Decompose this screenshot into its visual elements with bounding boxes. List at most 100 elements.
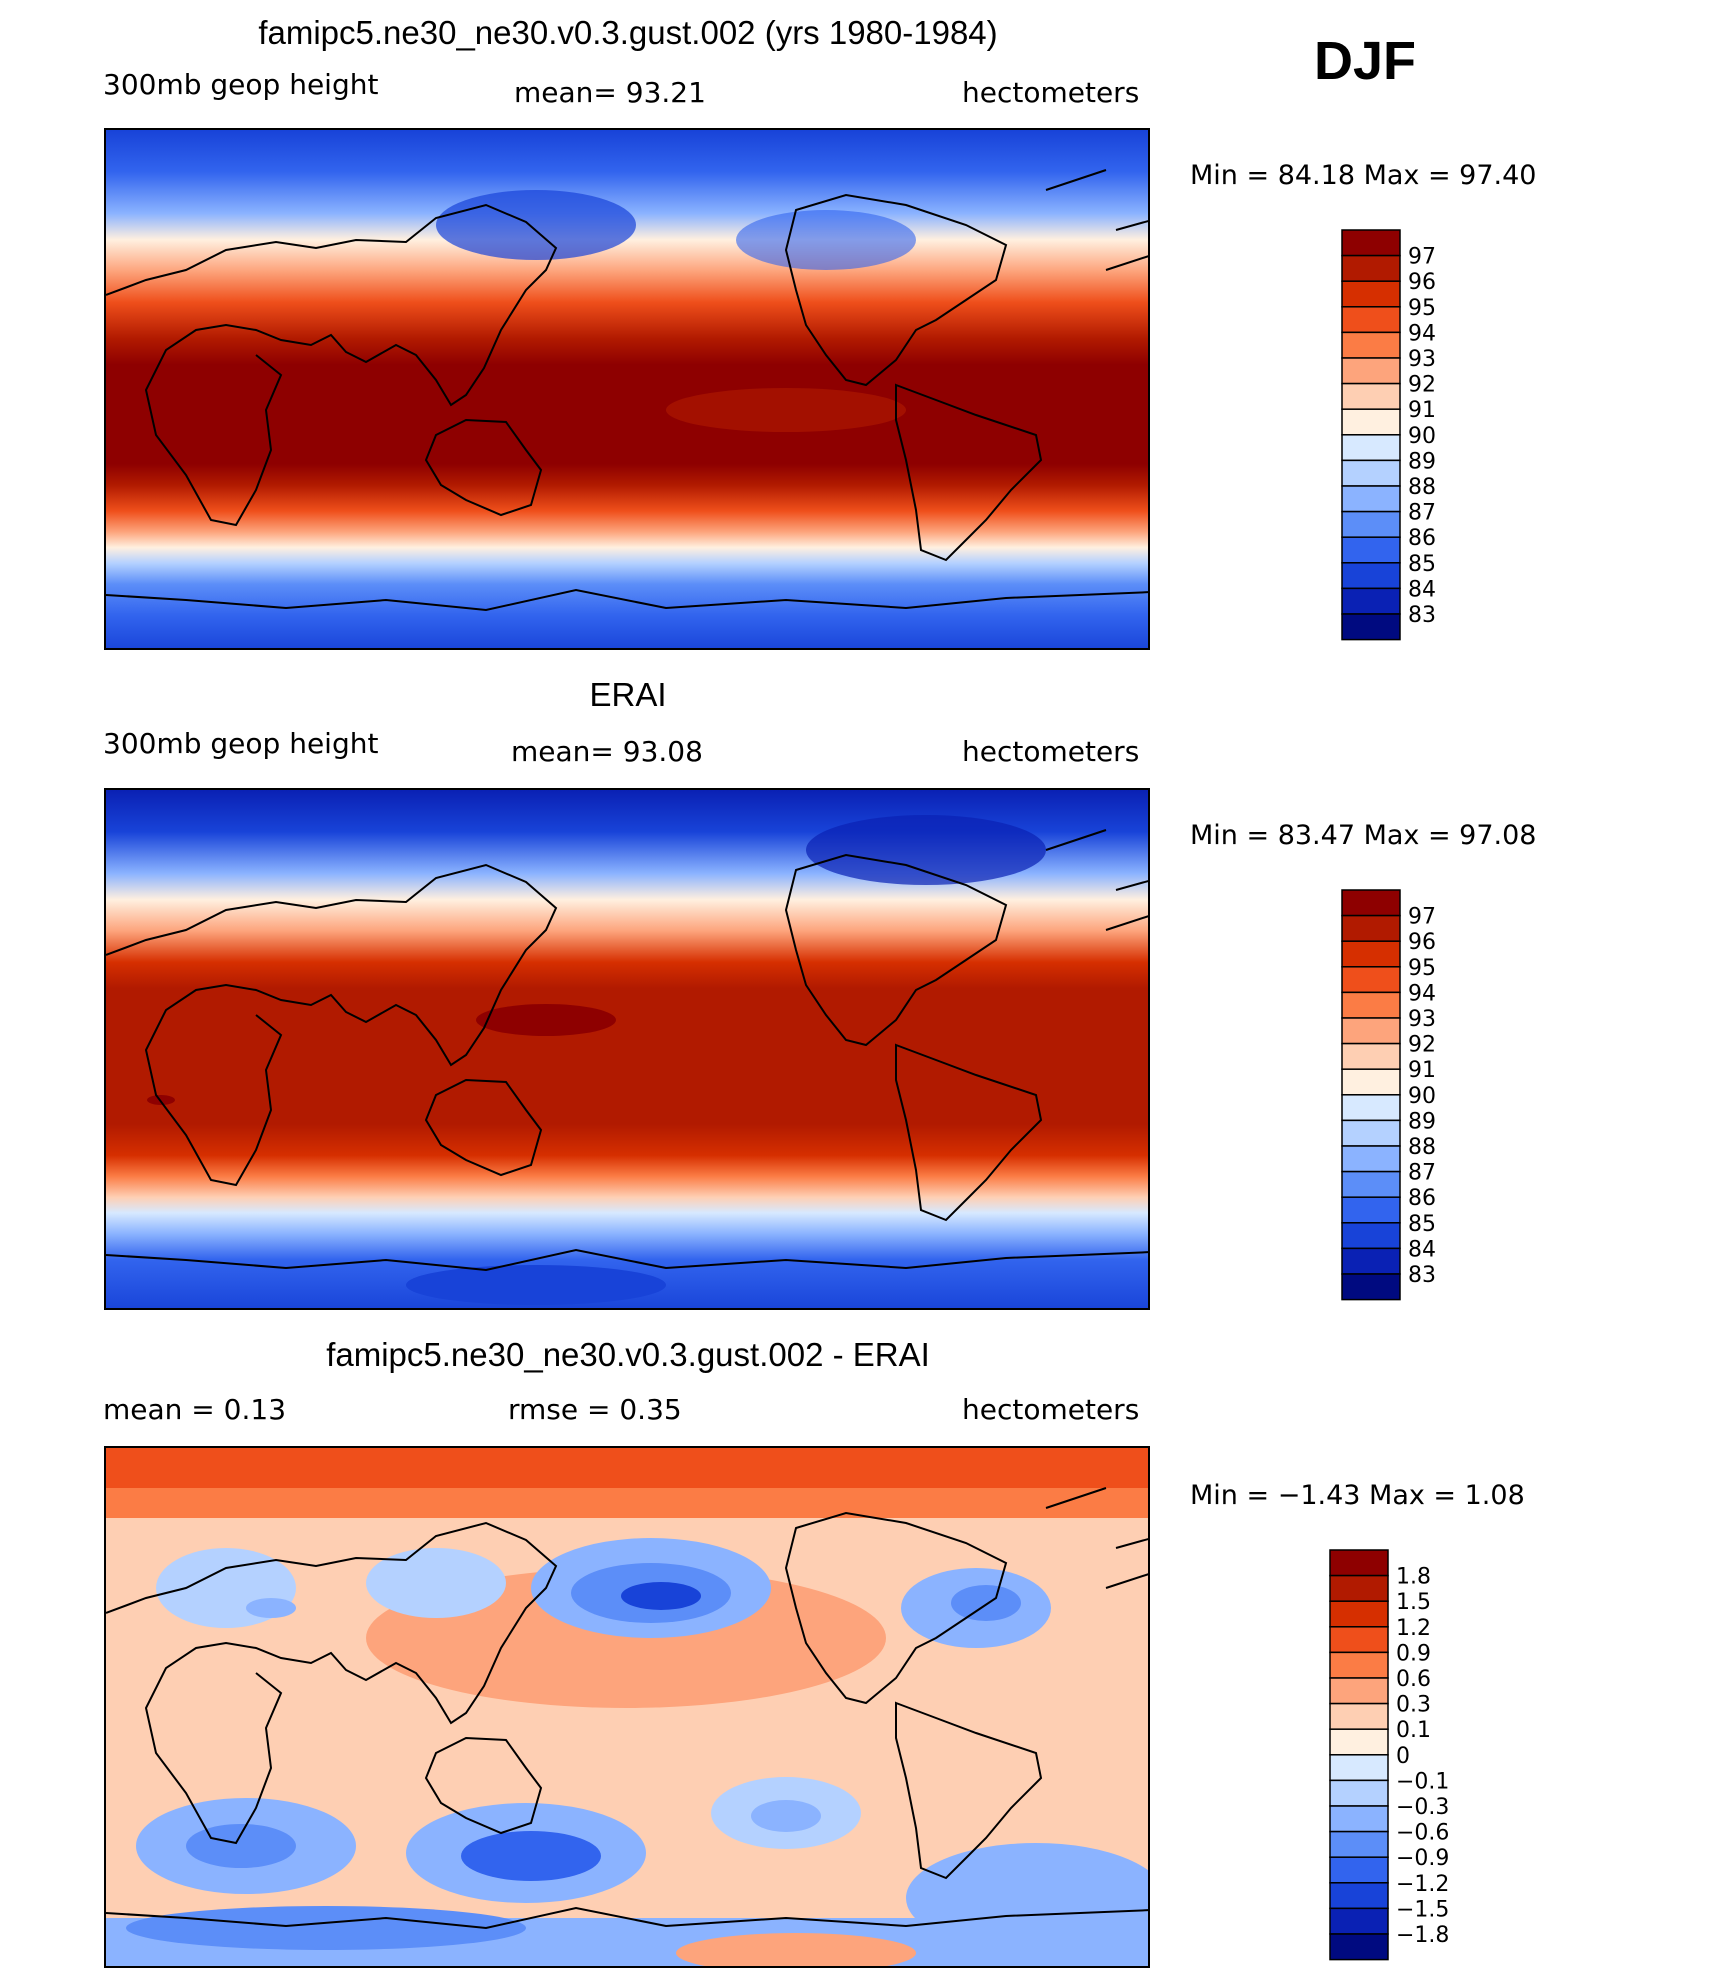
colorbar-tick-label: 88 bbox=[1408, 475, 1436, 500]
colorbar-tick-label: 91 bbox=[1408, 398, 1436, 423]
colorbar-box bbox=[1341, 306, 1401, 334]
panel1-trough-america bbox=[736, 210, 916, 270]
colorbar-box bbox=[1329, 1651, 1389, 1679]
colorbar-tick-label: 93 bbox=[1408, 347, 1436, 372]
colorbar-box bbox=[1341, 914, 1401, 942]
colorbar-box bbox=[1341, 280, 1401, 308]
colorbar-box bbox=[1341, 459, 1401, 487]
colorbar-tick-label: −0.3 bbox=[1396, 1795, 1449, 1820]
panel3-rmse-label: rmse = 0.35 bbox=[508, 1393, 682, 1426]
colorbar-box bbox=[1341, 1170, 1401, 1198]
panel3-colorbar-svg: 1.81.51.20.90.60.30.10−0.1−0.3−0.6−0.9−1… bbox=[1329, 1549, 1449, 1961]
panel3-south-indian-core bbox=[186, 1824, 296, 1868]
panel2-map bbox=[104, 788, 1150, 1310]
colorbar-tick-label: 1.2 bbox=[1396, 1616, 1431, 1641]
panel3-natl-core bbox=[951, 1585, 1021, 1621]
colorbar-tick-label: 85 bbox=[1408, 1212, 1436, 1237]
colorbar-box bbox=[1329, 1754, 1389, 1782]
colorbar-tick-label: −0.9 bbox=[1396, 1846, 1449, 1871]
colorbar-tick-label: −0.1 bbox=[1396, 1769, 1449, 1794]
colorbar-tick-label: 0.3 bbox=[1396, 1693, 1431, 1718]
panel3-map-svg bbox=[106, 1448, 1148, 1966]
panel2-mean-label: mean= 93.08 bbox=[511, 735, 703, 768]
panel3-minmax: Min = −1.43 Max = 1.08 bbox=[1190, 1480, 1525, 1511]
colorbar-box bbox=[1341, 434, 1401, 462]
colorbar-box bbox=[1341, 331, 1401, 359]
colorbar-tick-label: 90 bbox=[1408, 424, 1436, 449]
colorbar-box bbox=[1341, 966, 1401, 994]
colorbar-tick-label: 94 bbox=[1408, 981, 1436, 1006]
colorbar-tick-label: 0.9 bbox=[1396, 1641, 1431, 1666]
panel3-colorbar: 1.8 1.5 1.2 0.9 0.6 0.3 0.1 0 −0.1 −0.3 −0.6 −0.9 −1… bbox=[1328, 1548, 1468, 1973]
colorbar-tick-label: 0.6 bbox=[1396, 1667, 1431, 1692]
panel1-minmax: Min = 84.18 Max = 97.40 bbox=[1190, 160, 1537, 191]
colorbar-tick-label: 89 bbox=[1408, 1109, 1436, 1134]
panel3-europe-core bbox=[246, 1598, 296, 1618]
colorbar-box bbox=[1329, 1779, 1389, 1807]
panel3-npac-core bbox=[621, 1582, 701, 1610]
panel3-title: famipc5.ne30_ne30.v0.3.gust.002 - ERAI bbox=[326, 1336, 930, 1373]
colorbar-tick-label: 83 bbox=[1408, 603, 1436, 628]
colorbar-tick-label: 83 bbox=[1408, 1263, 1436, 1288]
panel2-arctic-low bbox=[806, 815, 1046, 885]
colorbar-box bbox=[1341, 1247, 1401, 1275]
colorbar-box bbox=[1329, 1882, 1389, 1910]
colorbar-tick-label: 88 bbox=[1408, 1135, 1436, 1160]
panel2-minmax: Min = 83.47 Max = 97.08 bbox=[1190, 820, 1537, 851]
colorbar-tick-label: 92 bbox=[1408, 1033, 1436, 1058]
panel2-variable-label: 300mb geop height bbox=[103, 727, 379, 760]
colorbar-box bbox=[1329, 1600, 1389, 1628]
panel1-field bbox=[106, 130, 1148, 648]
panel2-units-label: hectometers bbox=[962, 735, 1140, 768]
panel3-coastlines bbox=[106, 1487, 1148, 1930]
colorbar-box bbox=[1341, 485, 1401, 513]
panel2-colorbar: 97 96 95 94 93 92 91 90 89 88 87 86 85 84 83 bbox=[1340, 888, 1460, 1313]
panel2-map-svg bbox=[106, 790, 1148, 1308]
colorbar-box bbox=[1341, 382, 1401, 410]
panel1-title: famipc5.ne30_ne30.v0.3.gust.002 (yrs 198… bbox=[258, 14, 998, 51]
panel3-asia-cool bbox=[366, 1548, 506, 1618]
panel2-warm-pool bbox=[476, 1004, 616, 1036]
colorbar-tick-label: 0.1 bbox=[1396, 1718, 1431, 1743]
colorbar-tick-label: 89 bbox=[1408, 449, 1436, 474]
colorbar-box bbox=[1329, 1830, 1389, 1858]
panel3-arctic-warm-edge bbox=[106, 1488, 1148, 1518]
panel1-variable-label: 300mb geop height bbox=[103, 68, 379, 101]
colorbar-box bbox=[1341, 1068, 1401, 1096]
colorbar-box bbox=[1329, 1702, 1389, 1730]
panel3-spac-core bbox=[751, 1800, 821, 1832]
colorbar-box bbox=[1341, 1017, 1401, 1045]
panel3-antarctic-warm bbox=[676, 1933, 916, 1966]
colorbar-tick-label: 97 bbox=[1408, 245, 1436, 270]
colorbar-tick-label: 0 bbox=[1396, 1744, 1410, 1769]
colorbar-box bbox=[1341, 1222, 1401, 1250]
colorbar-tick-label: 95 bbox=[1408, 296, 1436, 321]
colorbar-tick-label: 86 bbox=[1408, 526, 1436, 551]
colorbar-box bbox=[1341, 587, 1401, 615]
colorbar-tick-label: 94 bbox=[1408, 321, 1436, 346]
colorbar-tick-label: 84 bbox=[1408, 1237, 1436, 1262]
colorbar-box bbox=[1329, 1933, 1389, 1961]
panel3-mean-label: mean = 0.13 bbox=[103, 1393, 287, 1426]
panel1-coastlines bbox=[106, 169, 1148, 612]
colorbar-box bbox=[1329, 1677, 1389, 1705]
colorbar-box bbox=[1341, 1196, 1401, 1224]
colorbar-box bbox=[1329, 1549, 1389, 1577]
panel3-units-label: hectometers bbox=[962, 1393, 1140, 1426]
colorbar-tick-label: 97 bbox=[1408, 905, 1436, 930]
colorbar-tick-label: 90 bbox=[1408, 1084, 1436, 1109]
panel1-map bbox=[104, 128, 1150, 650]
colorbar-tick-label: 92 bbox=[1408, 373, 1436, 398]
colorbar-box bbox=[1341, 940, 1401, 968]
season-label: DJF bbox=[1314, 31, 1417, 91]
panel3-antarctic-core bbox=[126, 1906, 526, 1950]
colorbar-box bbox=[1341, 1145, 1401, 1173]
panel2-coastlines bbox=[106, 829, 1148, 1272]
panel1-mean-label: mean= 93.21 bbox=[514, 76, 706, 109]
colorbar-tick-label: −0.6 bbox=[1396, 1821, 1449, 1846]
colorbar-tick-label: 84 bbox=[1408, 577, 1436, 602]
colorbar-box bbox=[1341, 562, 1401, 590]
colorbar-tick-label: −1.5 bbox=[1396, 1897, 1449, 1922]
colorbar-tick-label: 85 bbox=[1408, 552, 1436, 577]
